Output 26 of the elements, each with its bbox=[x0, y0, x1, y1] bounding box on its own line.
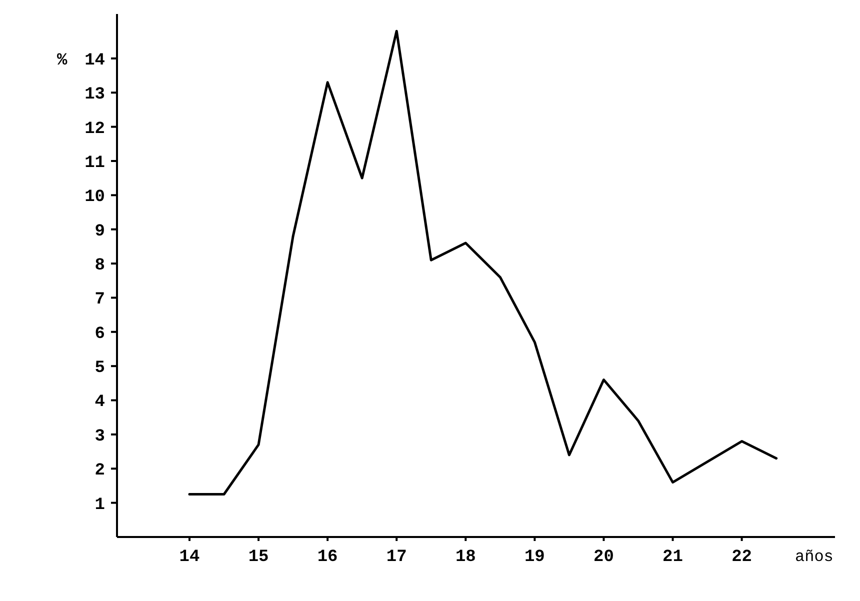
y-tick-label: 11 bbox=[84, 154, 105, 173]
y-tick-label: 3 bbox=[94, 427, 105, 446]
x-tick-label: 15 bbox=[248, 548, 269, 567]
y-tick-label: 10 bbox=[84, 188, 105, 208]
y-tick-label: 8 bbox=[94, 256, 105, 276]
x-tick-label: 19 bbox=[524, 548, 545, 567]
y-tick-label: 12 bbox=[84, 120, 105, 139]
line-series bbox=[188, 30, 778, 496]
x-tick-label: 18 bbox=[455, 548, 476, 567]
x-tick-label: 16 bbox=[317, 548, 338, 567]
x-tick-label: 22 bbox=[732, 548, 752, 567]
y-tick-label: 9 bbox=[94, 222, 105, 242]
y-axis-title: % bbox=[57, 51, 68, 70]
x-tick-label: 20 bbox=[594, 548, 614, 567]
y-tick-label: 2 bbox=[94, 462, 105, 481]
x-axis-title: años bbox=[795, 548, 834, 566]
x-tick-label: 21 bbox=[662, 548, 683, 567]
y-tick-label: 5 bbox=[94, 359, 105, 378]
y-tick-label: 4 bbox=[94, 393, 105, 412]
y-tick-label: 14 bbox=[84, 51, 105, 70]
y-tick-label: 13 bbox=[84, 86, 105, 105]
y-tick-label: 7 bbox=[94, 290, 105, 310]
y-tick-label: 6 bbox=[94, 324, 105, 344]
x-tick-label: 17 bbox=[386, 548, 407, 567]
x-tick-label: 14 bbox=[179, 548, 200, 567]
y-tick-label: 1 bbox=[94, 496, 105, 515]
